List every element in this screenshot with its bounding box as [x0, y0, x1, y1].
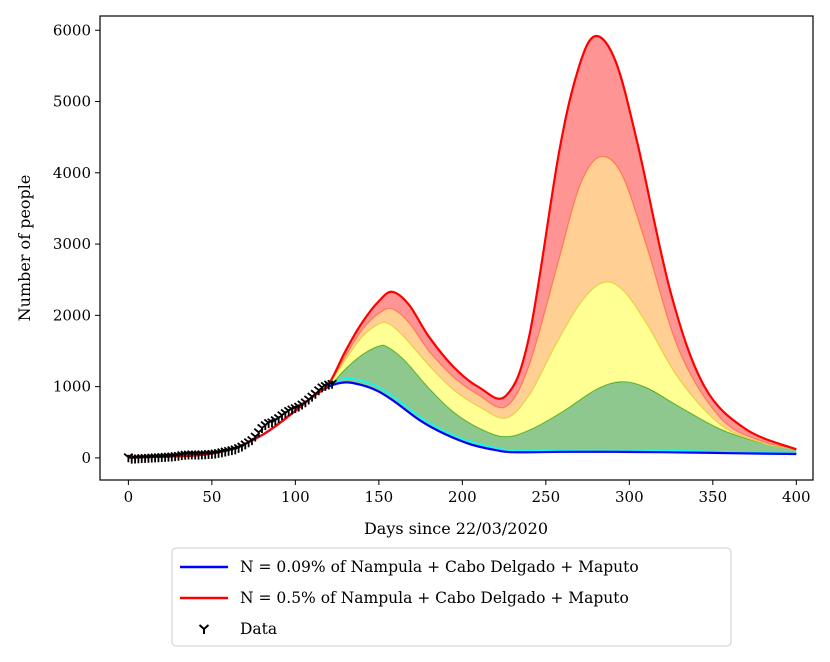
y-tick-label: 5000	[53, 93, 91, 111]
x-tick-label: 100	[281, 488, 310, 506]
legend-data-marker	[198, 624, 210, 634]
x-tick-label: 50	[202, 488, 221, 506]
band-3-fill	[128, 156, 797, 458]
x-axis-label: Days since 22/03/2020	[364, 519, 548, 538]
data-markers	[123, 379, 337, 464]
y-tick-label: 3000	[53, 235, 91, 253]
legend: N = 0.09% of Nampula + Cabo Delgado + Ma…	[171, 547, 732, 647]
y-tick-label: 4000	[53, 164, 91, 182]
x-tick-label: 400	[782, 488, 811, 506]
y-tick-label: 6000	[53, 21, 91, 39]
y-axis-label: Number of people	[15, 175, 34, 322]
x-tick-label: 250	[532, 488, 561, 506]
cyan-curve	[311, 377, 797, 455]
y-tick-label: 0	[81, 449, 91, 467]
legend-data-label: Data	[240, 620, 277, 638]
band-4-fill	[128, 35, 797, 458]
y-tick-label: 2000	[53, 306, 91, 324]
band-1-fill	[128, 345, 797, 458]
legend-blue-label: N = 0.09% of Nampula + Cabo Delgado + Ma…	[240, 558, 639, 576]
band-2-fill	[128, 281, 797, 458]
axis-ticks: 0 50 100 150 200 250 300 350 4000100020003000400…	[53, 21, 811, 506]
legend-box	[171, 547, 732, 647]
confidence-bands	[128, 35, 797, 459]
plot-frame	[99, 15, 814, 481]
x-tick-label: 350	[698, 488, 727, 506]
x-tick-label: 300	[615, 488, 644, 506]
data-point-marker	[327, 379, 337, 389]
x-tick-label: 150	[365, 488, 394, 506]
x-tick-label: 0	[124, 488, 134, 506]
y-tick-label: 1000	[53, 378, 91, 396]
legend-red-label: N = 0.5% of Nampula + Cabo Delgado + Map…	[240, 589, 629, 607]
x-tick-label: 200	[448, 488, 477, 506]
